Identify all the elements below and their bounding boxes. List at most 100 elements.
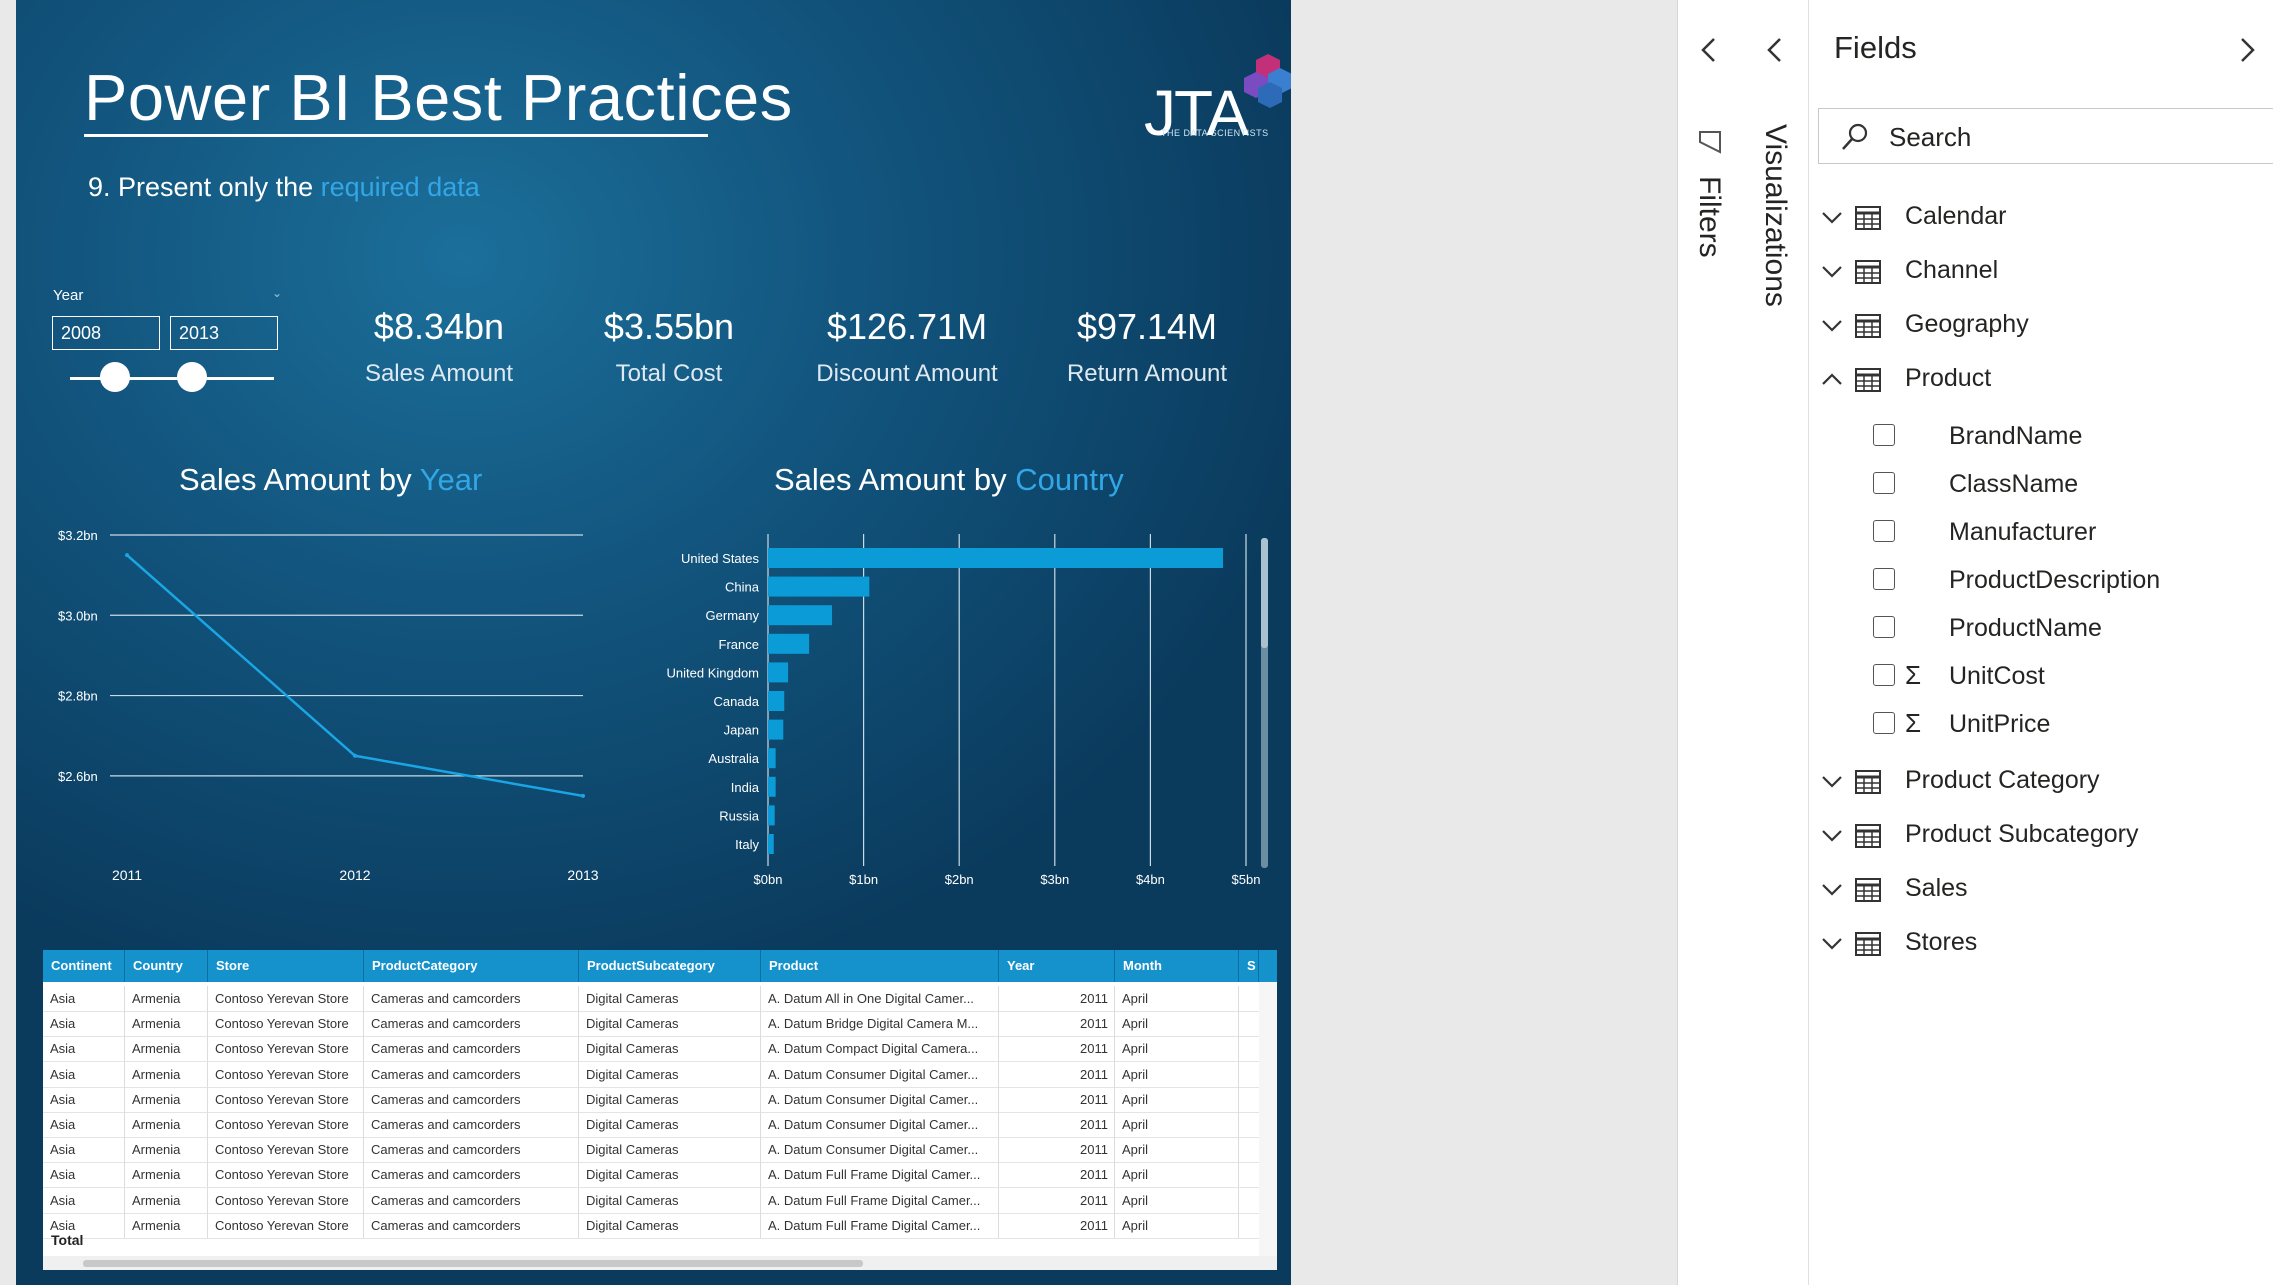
- table-cell: A. Datum Consumer Digital Camer...: [761, 1061, 999, 1087]
- slicer-end-handle[interactable]: [177, 362, 207, 392]
- table-cell: Asia: [43, 1137, 125, 1163]
- field-table-item[interactable]: Product: [1809, 358, 2273, 408]
- column-header[interactable]: Country: [125, 950, 208, 982]
- table-cell: Contoso Yerevan Store: [208, 986, 364, 1011]
- slicer-end-input[interactable]: 2013: [170, 316, 278, 350]
- table-cell: Contoso Yerevan Store: [208, 1212, 364, 1238]
- field-checkbox[interactable]: [1873, 472, 1895, 494]
- chevron-down-icon[interactable]: ⌄: [272, 286, 283, 300]
- table-vertical-scrollbar[interactable]: [1259, 982, 1277, 1256]
- column-header[interactable]: Continent: [43, 950, 125, 982]
- visualizations-pane[interactable]: Visualizations: [1744, 0, 1809, 1285]
- field-checkbox[interactable]: [1873, 616, 1895, 638]
- field-name: UnitCost: [1949, 662, 2045, 690]
- column-header[interactable]: Store: [208, 950, 364, 982]
- column-header[interactable]: ProductCategory: [364, 950, 579, 982]
- line-chart[interactable]: $2.6bn $2.8bn $3.0bn $3.2bn 2011 2012 2013: [16, 510, 616, 900]
- chevron-down-icon[interactable]: [1819, 876, 1845, 902]
- table-cell: April: [1115, 1036, 1239, 1062]
- table-row[interactable]: Asia Armenia Contoso Yerevan Store Cameras …: [43, 1137, 1259, 1164]
- table-row[interactable]: Asia Armenia Contoso Yerevan Store Cameras …: [43, 1187, 1259, 1214]
- table-horizontal-scrollbar[interactable]: [43, 1256, 1277, 1270]
- column-header[interactable]: Month: [1115, 950, 1239, 982]
- chevron-down-icon[interactable]: [1819, 204, 1845, 230]
- field-item[interactable]: BrandName: [1809, 418, 2273, 464]
- field-item[interactable]: ClassName: [1809, 466, 2273, 512]
- table-row[interactable]: Asia Armenia Contoso Yerevan Store Cameras …: [43, 1162, 1259, 1189]
- field-checkbox[interactable]: [1873, 520, 1895, 542]
- visualizations-label[interactable]: Visualizations: [1759, 124, 1792, 307]
- field-checkbox[interactable]: [1873, 664, 1895, 686]
- field-checkbox[interactable]: [1873, 424, 1895, 446]
- field-table-item[interactable]: Calendar: [1809, 196, 2273, 246]
- chevron-up-icon[interactable]: [1819, 366, 1845, 392]
- table-cell: 2011: [999, 1061, 1115, 1087]
- column-header[interactable]: S: [1239, 950, 1259, 982]
- chevron-down-icon[interactable]: [1819, 258, 1845, 284]
- field-table-item[interactable]: Sales: [1809, 868, 2273, 918]
- table-cell: Asia: [43, 1061, 125, 1087]
- table-row[interactable]: Asia Armenia Contoso Yerevan Store Cameras …: [43, 1061, 1259, 1088]
- slicer-track[interactable]: [70, 377, 274, 380]
- field-item[interactable]: ProductName: [1809, 610, 2273, 656]
- table-cell: A. Datum Full Frame Digital Camer...: [761, 1187, 999, 1213]
- field-checkbox[interactable]: [1873, 568, 1895, 590]
- bar-chart[interactable]: $0bn $1bn $2bn $3bn $4bn $5bn United States Chi…: [616, 510, 1276, 900]
- slicer-start-input[interactable]: 2008: [52, 316, 160, 350]
- chevron-left-icon[interactable]: [1698, 36, 1720, 64]
- table-row[interactable]: Asia Armenia Contoso Yerevan Store Cameras …: [43, 1112, 1259, 1138]
- table-row[interactable]: Asia Armenia Contoso Yerevan Store Cameras …: [43, 1212, 1259, 1239]
- table-cell: 2011: [999, 1212, 1115, 1238]
- field-item[interactable]: Σ UnitCost: [1809, 658, 2273, 704]
- chevron-down-icon[interactable]: [1819, 312, 1845, 338]
- table-header: Continent Country Store ProductCategory Prod…: [43, 950, 1277, 982]
- filters-label[interactable]: Filters: [1693, 176, 1726, 258]
- field-table-item[interactable]: Geography: [1809, 304, 2273, 354]
- chevron-down-icon[interactable]: [1819, 768, 1845, 794]
- table-cell: April: [1115, 1187, 1239, 1213]
- slicer-label: Year: [53, 287, 84, 304]
- field-table-name: Calendar: [1905, 202, 2007, 230]
- table-cell: A. Datum Consumer Digital Camer...: [761, 1137, 999, 1163]
- table-cell: Contoso Yerevan Store: [208, 1112, 364, 1137]
- column-header[interactable]: Year: [999, 950, 1115, 982]
- scrollbar-thumb[interactable]: [83, 1260, 863, 1267]
- y-tick-label: $3.0bn: [58, 608, 98, 623]
- column-header[interactable]: Product: [761, 950, 999, 982]
- table-cell: Armenia: [125, 1112, 208, 1137]
- field-table-item[interactable]: Channel: [1809, 250, 2273, 300]
- data-table[interactable]: Continent Country Store ProductCategory Prod…: [43, 950, 1277, 1270]
- chevron-down-icon[interactable]: [1819, 822, 1845, 848]
- field-table-name: Product Subcategory: [1905, 820, 2139, 848]
- filters-pane[interactable]: Filters: [1677, 0, 1745, 1285]
- table-cell: Cameras and camcorders: [364, 986, 579, 1011]
- field-item[interactable]: Σ UnitPrice: [1809, 706, 2273, 752]
- field-item[interactable]: ProductDescription: [1809, 562, 2273, 608]
- table-cell: Digital Cameras: [579, 1162, 761, 1188]
- chevron-right-icon[interactable]: [2236, 36, 2258, 64]
- table-cell: Contoso Yerevan Store: [208, 1086, 364, 1112]
- field-table-name: Channel: [1905, 256, 1999, 284]
- field-checkbox[interactable]: [1873, 712, 1895, 734]
- table-cell: A. Datum Consumer Digital Camer...: [761, 1112, 999, 1137]
- slicer-start-handle[interactable]: [100, 362, 130, 392]
- search-input[interactable]: Search: [1818, 108, 2273, 164]
- field-name: ProductDescription: [1949, 566, 2161, 594]
- table-row[interactable]: Asia Armenia Contoso Yerevan Store Cameras …: [43, 1011, 1259, 1038]
- field-item[interactable]: Manufacturer: [1809, 514, 2273, 560]
- table-row[interactable]: Asia Armenia Contoso Yerevan Store Cameras …: [43, 1086, 1259, 1113]
- field-table-item[interactable]: Product Subcategory: [1809, 814, 2273, 864]
- field-table-item[interactable]: Product Category: [1809, 760, 2273, 810]
- chevron-down-icon[interactable]: [1819, 930, 1845, 956]
- line-chart-title: Sales Amount by Year: [179, 462, 482, 498]
- category-label: China: [725, 580, 760, 595]
- table-cell: Digital Cameras: [579, 1137, 761, 1163]
- sigma-icon: Σ: [1905, 708, 1922, 738]
- table-row[interactable]: Asia Armenia Contoso Yerevan Store Cameras …: [43, 1036, 1259, 1063]
- column-header[interactable]: ProductSubcategory: [579, 950, 761, 982]
- field-table-item[interactable]: Stores: [1809, 922, 2273, 972]
- table-cell: Cameras and camcorders: [364, 1112, 579, 1137]
- table-icon: [1855, 770, 1881, 794]
- table-row[interactable]: Asia Armenia Contoso Yerevan Store Cameras …: [43, 986, 1259, 1012]
- chevron-left-icon[interactable]: [1764, 36, 1786, 64]
